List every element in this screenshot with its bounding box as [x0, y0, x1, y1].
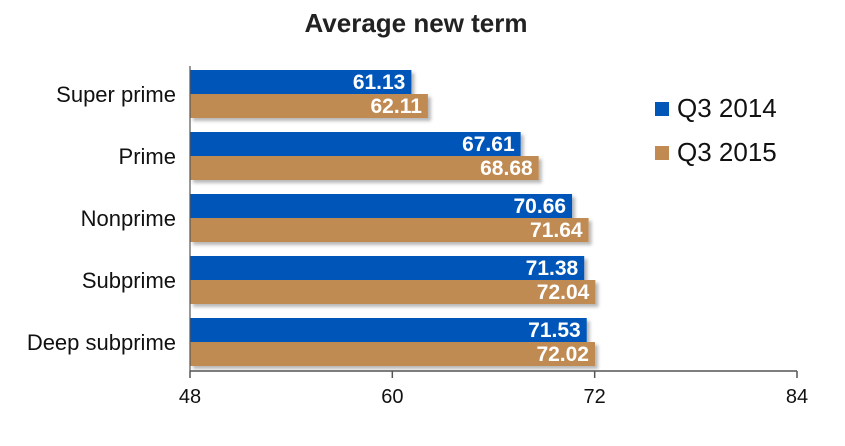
x-tick-label: 72	[584, 386, 606, 408]
bars	[190, 70, 596, 366]
bar	[190, 342, 596, 366]
legend-label: Q3 2014	[677, 93, 777, 123]
category-label: Deep subprime	[27, 330, 176, 355]
legend: Q3 2014 Q3 2015	[655, 93, 777, 167]
bar	[190, 256, 585, 280]
category-label: Super prime	[56, 82, 176, 107]
legend-swatch	[655, 102, 669, 116]
bar	[190, 318, 587, 342]
category-label: Prime	[119, 144, 176, 169]
x-tick-label: 48	[179, 386, 201, 408]
bar-value-label: 71.64	[530, 219, 583, 242]
category-labels: Super prime Prime Nonprime Subprime Deep sub…	[27, 82, 176, 355]
bar-value-label: 71.38	[526, 257, 579, 280]
bar	[190, 132, 521, 156]
bar-value-label: 67.61	[462, 133, 515, 156]
bar	[190, 70, 412, 94]
bar-value-label: 71.53	[528, 319, 581, 342]
bar-value-label: 72.04	[537, 281, 590, 304]
bar	[190, 156, 539, 180]
bar	[190, 280, 596, 304]
bar-value-label: 70.66	[514, 195, 567, 218]
bar	[190, 94, 428, 118]
x-tick-label: 60	[381, 386, 403, 408]
bar-value-label: 72.02	[536, 343, 589, 366]
bar	[190, 194, 573, 218]
category-label: Nonprime	[81, 206, 176, 231]
x-axis: 48 60 72 84	[179, 66, 808, 408]
legend-label: Q3 2015	[677, 137, 777, 167]
legend-swatch	[655, 146, 669, 160]
x-tick-label: 84	[786, 386, 808, 408]
bar-value-label: 61.13	[353, 71, 406, 94]
bar-value-label: 68.68	[480, 157, 533, 180]
bar-value-label: 62.11	[371, 95, 423, 118]
bar	[190, 218, 589, 242]
category-label: Subprime	[82, 268, 176, 293]
chart-title: Average new term	[304, 8, 527, 38]
